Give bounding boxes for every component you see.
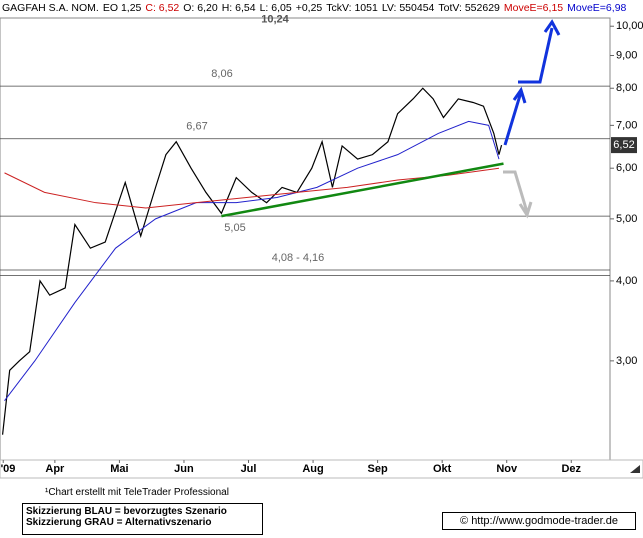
header-item: MoveE=6,98: [567, 2, 627, 14]
header-item: O: 6,20: [183, 2, 218, 14]
y-tick-label: 6,00: [616, 162, 637, 174]
x-tick-label: Jul: [241, 463, 257, 475]
x-tick-label: '09: [1, 463, 16, 475]
level-label: 8,06: [211, 68, 232, 80]
plot: 3,00 4,00 5,00 6,00 7,00 8,00 9,00 10,00 '09 Apr M…: [0, 14, 643, 475]
header-item: MoveE=6,15: [503, 2, 564, 14]
header-item: LV: 550454: [381, 2, 435, 14]
legend-blue: Skizzierung BLAU = bevorzugtes Szenario: [26, 506, 227, 517]
x-tick-label: Aug: [302, 463, 323, 475]
header-item: TckV: 1051: [326, 2, 378, 14]
gray-scenario-arrow: [503, 170, 533, 219]
x-axis-strip: [0, 459, 643, 479]
scroll-icon: [630, 465, 640, 473]
y-tick-label: 7,00: [616, 119, 637, 131]
last-price-box: [611, 137, 637, 154]
blue-scenario-arrow: [503, 19, 561, 146]
x-tick-label: Sep: [368, 463, 388, 475]
header-item: C: 6,52: [145, 2, 180, 14]
header-item: +0,25: [295, 2, 323, 14]
series-line: [221, 162, 504, 218]
header-item: H: 6,54: [221, 2, 256, 14]
series-line: [4, 167, 500, 209]
series-line: [4, 120, 500, 401]
y-tick-label: 5,00: [616, 213, 637, 225]
last-price-label: 6,52: [613, 139, 634, 151]
y-tick-label: 3,00: [616, 355, 637, 367]
legend-gray: Skizzierung GRAU = Alternativszenario: [26, 517, 212, 528]
level-label: 4,08 - 4,16: [272, 252, 325, 264]
level-label: 10,24: [261, 14, 289, 26]
y-tick-label: 10,00: [616, 20, 643, 32]
header: GAGFAH S.A. NOM. EO 1,25 C: 6,52 O: 6,20 H: …: [2, 2, 630, 14]
x-tick-label: Dez: [561, 463, 581, 475]
y-tick-label: 4,00: [616, 275, 637, 287]
header-item: L: 6,05: [259, 2, 292, 14]
x-tick-label: Apr: [45, 463, 65, 475]
y-tick-label: 9,00: [616, 49, 637, 61]
y-tick-label: 8,00: [616, 82, 637, 94]
legend-box: Skizzierung BLAU = bevorzugtes Szenario …: [22, 503, 263, 535]
x-tick-label: Nov: [496, 463, 518, 475]
x-tick-label: Okt: [433, 463, 452, 475]
plot-frame: [0, 17, 611, 461]
url-box: © http://www.godmode-trader.de: [442, 512, 636, 530]
level-label: 6,67: [186, 121, 207, 133]
header-item: GAGFAH S.A. NOM.: [2, 2, 99, 14]
series-line: [1, 87, 503, 435]
header-item: EO 1,25: [102, 2, 142, 14]
header-item: TotV: 552629: [438, 2, 500, 14]
credit: ¹Chart erstellt mit TeleTrader Professio…: [45, 487, 229, 498]
level-label: 5,05: [224, 222, 245, 234]
x-tick-label: Mai: [110, 463, 128, 475]
x-tick-label: Jun: [174, 463, 194, 475]
